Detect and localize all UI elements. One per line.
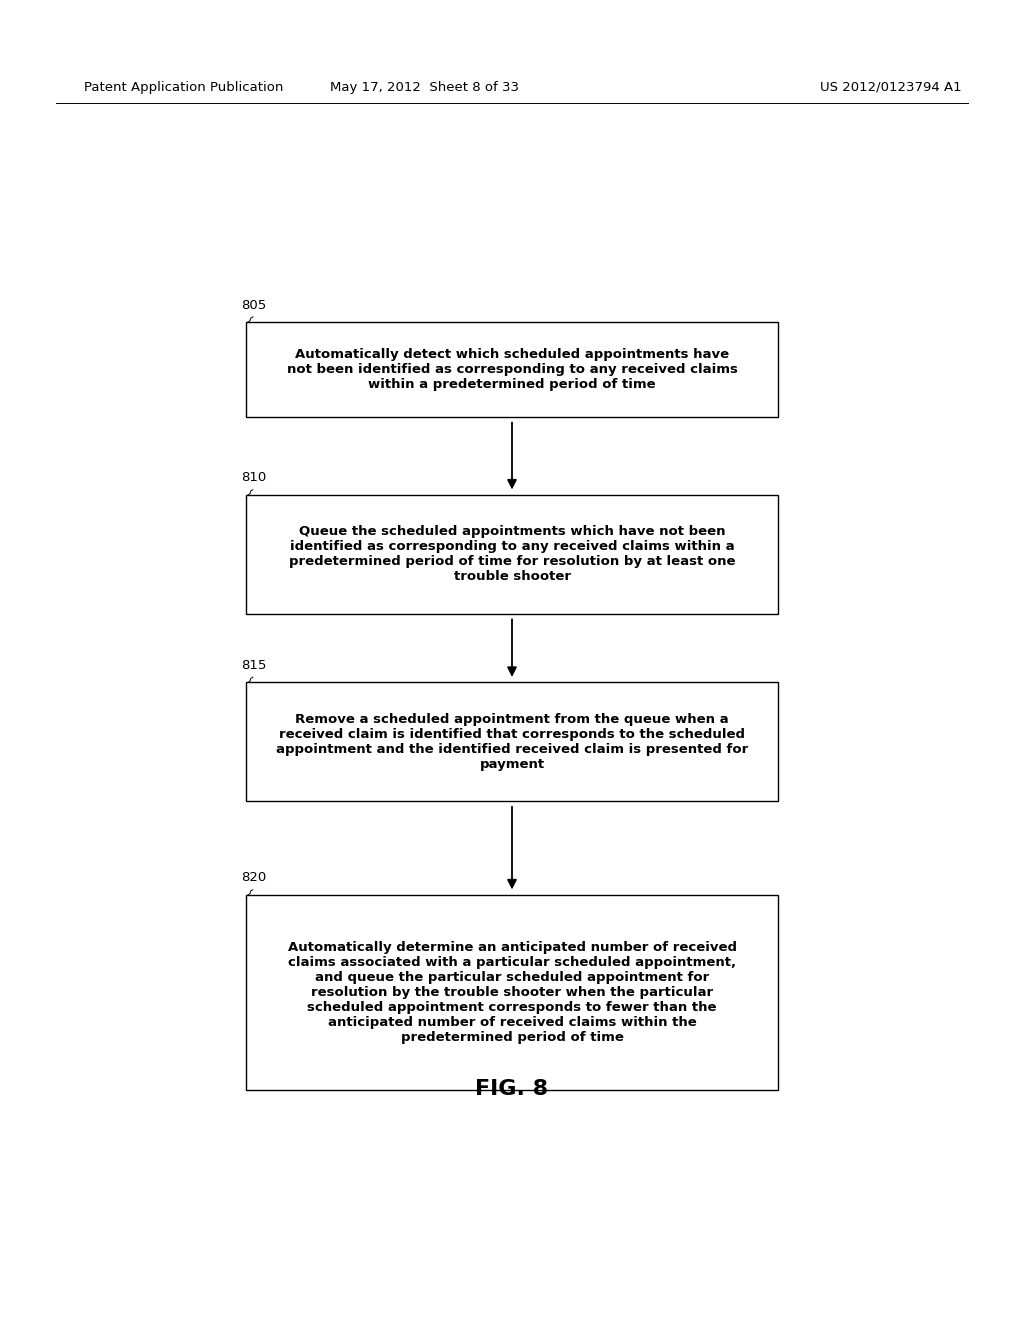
Text: 815: 815 <box>241 659 266 672</box>
Text: Automatically detect which scheduled appointments have
not been identified as co: Automatically detect which scheduled app… <box>287 348 737 391</box>
Text: 810: 810 <box>241 471 266 484</box>
Text: 820: 820 <box>241 871 266 884</box>
Bar <box>246 495 778 614</box>
Text: Remove a scheduled appointment from the queue when a
received claim is identifie: Remove a scheduled appointment from the … <box>275 713 749 771</box>
Text: May 17, 2012  Sheet 8 of 33: May 17, 2012 Sheet 8 of 33 <box>331 81 519 94</box>
Bar <box>246 895 778 1090</box>
Bar <box>246 682 778 801</box>
Text: 805: 805 <box>241 298 266 312</box>
Text: US 2012/0123794 A1: US 2012/0123794 A1 <box>820 81 962 94</box>
Bar <box>246 322 778 417</box>
Text: Patent Application Publication: Patent Application Publication <box>84 81 284 94</box>
Text: Queue the scheduled appointments which have not been
identified as corresponding: Queue the scheduled appointments which h… <box>289 525 735 583</box>
Text: Automatically determine an anticipated number of received
claims associated with: Automatically determine an anticipated n… <box>288 941 736 1044</box>
Text: FIG. 8: FIG. 8 <box>475 1078 549 1100</box>
